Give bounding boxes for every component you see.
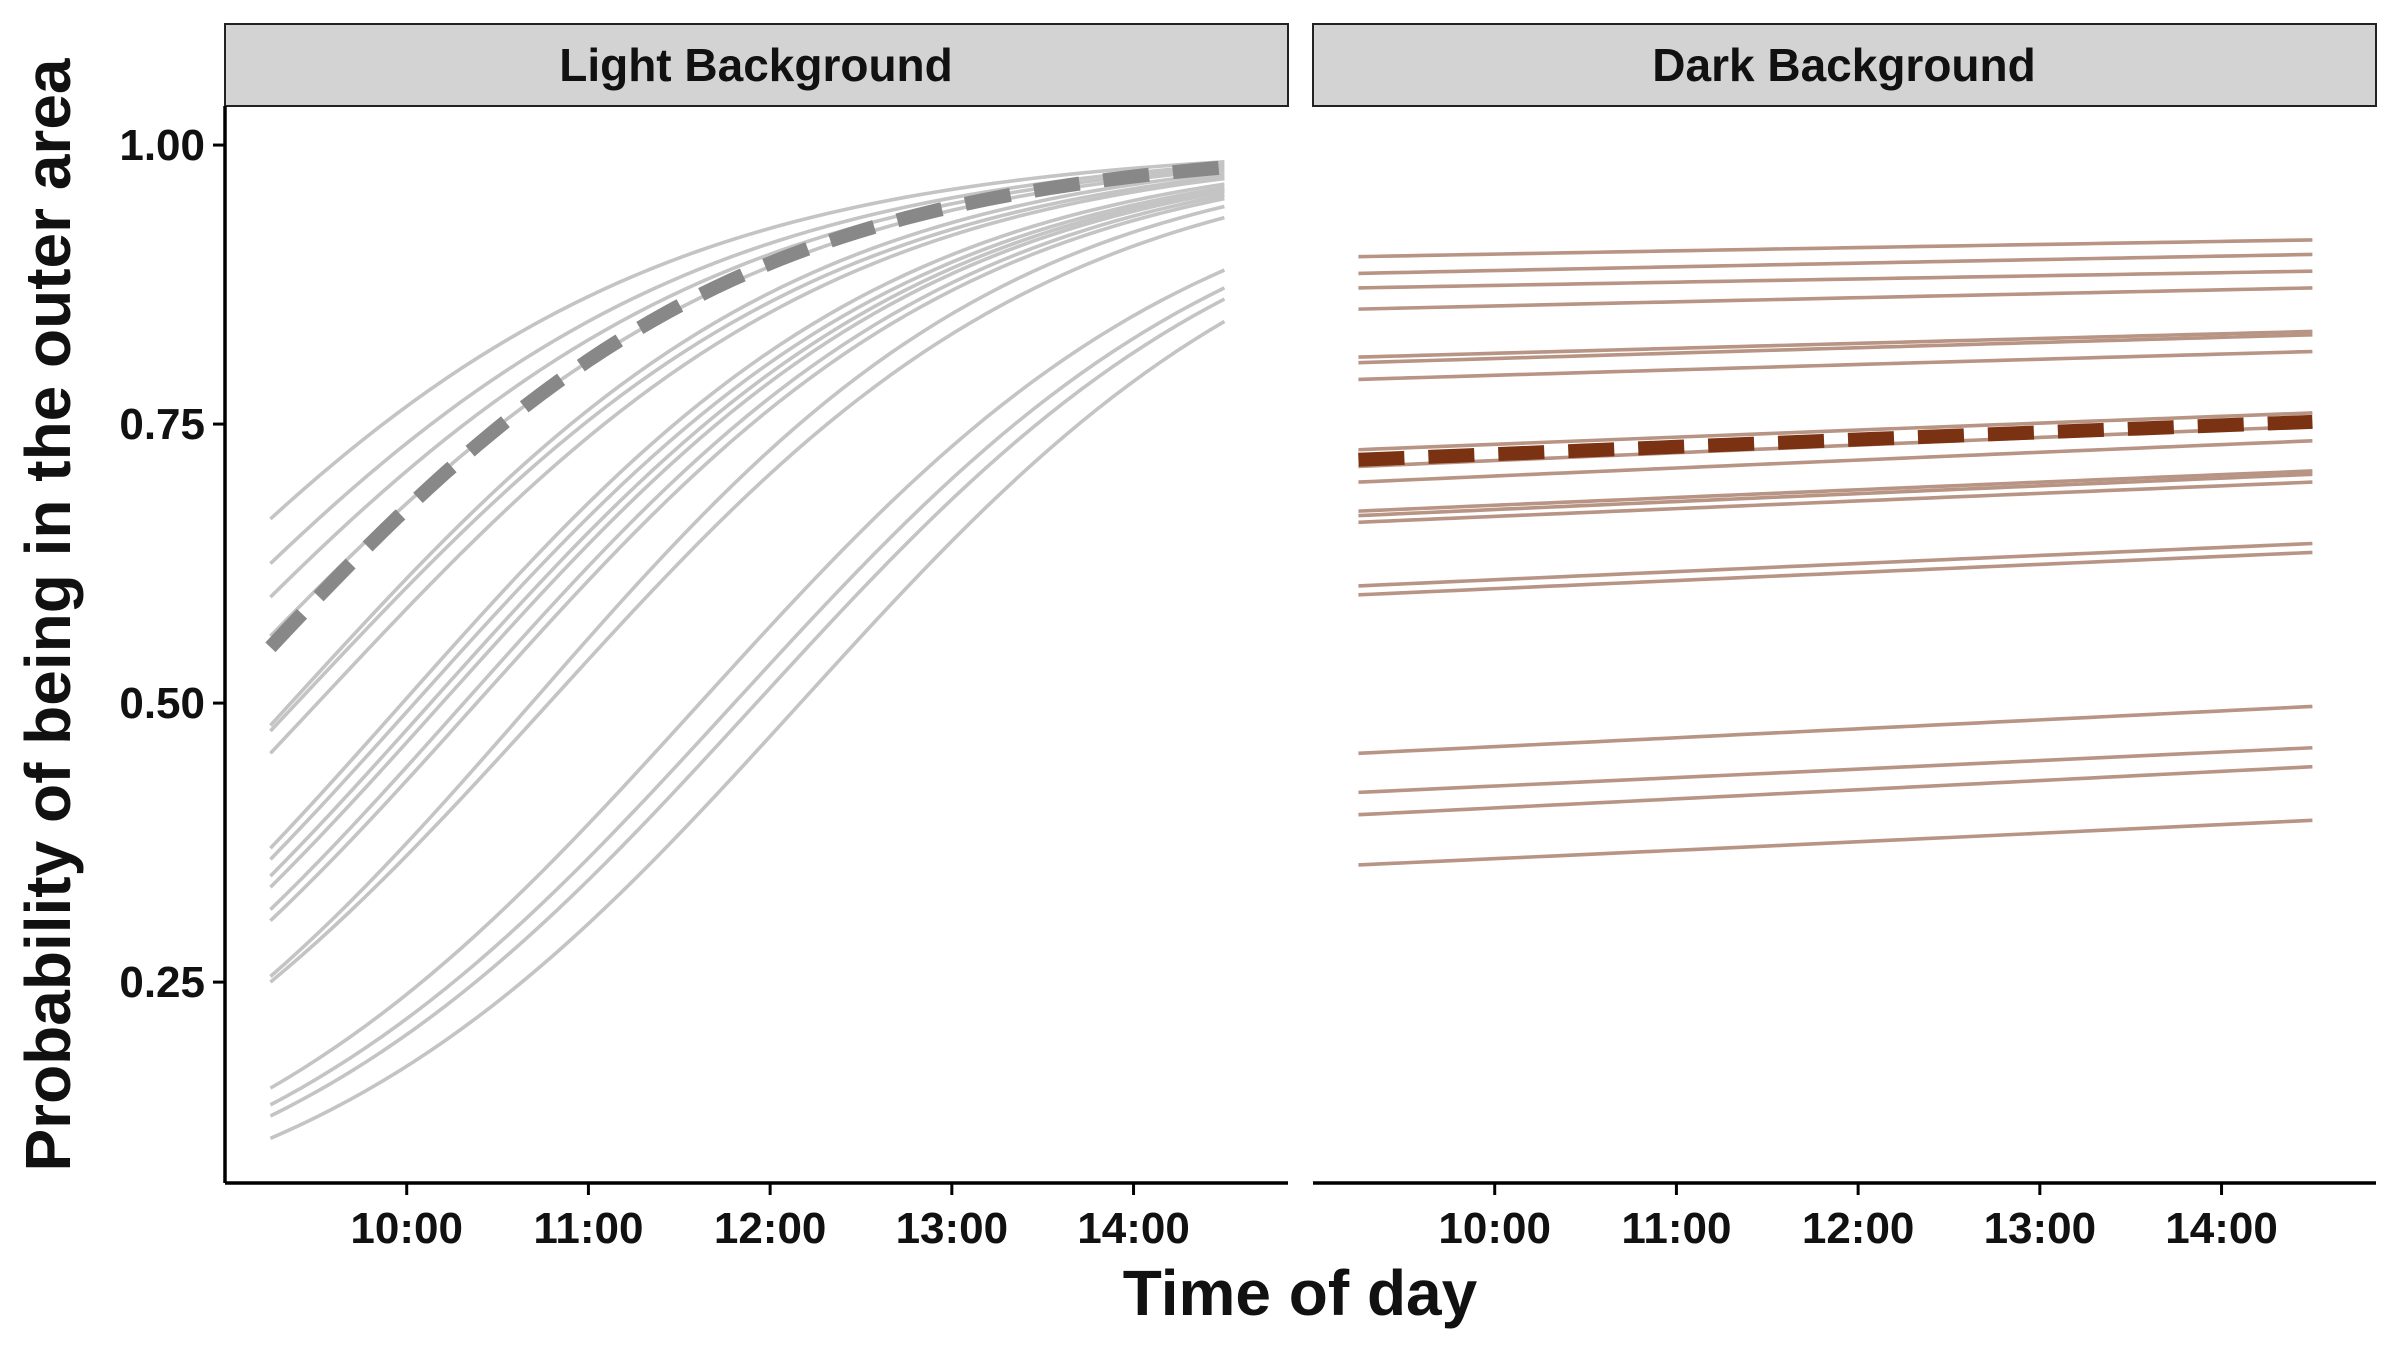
- individual-line-1-7: [1358, 411, 2313, 452]
- individual-line-0-10: [269, 190, 1225, 889]
- individual-line-1-15: [1358, 704, 2313, 756]
- individual-line-0-6: [269, 176, 1225, 755]
- x-tick-label-0-2: 12:00: [714, 1204, 827, 1253]
- individual-line-0-15: [269, 268, 1226, 1090]
- individual-line-0-9: [269, 187, 1225, 878]
- individual-line-0-13: [269, 204, 1225, 978]
- individual-line-0-12: [269, 196, 1225, 923]
- y-tick-label-1: 0.50: [119, 679, 205, 728]
- x-tick-label-0-1: 11:00: [533, 1204, 643, 1253]
- x-tick-label-0-3: 13:00: [896, 1204, 1009, 1253]
- individual-line-0-11: [269, 193, 1225, 911]
- individual-line-1-4: [1358, 329, 2313, 359]
- strip-light-background: [224, 23, 1289, 107]
- individual-line-1-17: [1358, 764, 2313, 817]
- y-tick-label-3: 1.00: [119, 121, 205, 170]
- individual-line-0-4: [269, 171, 1225, 727]
- y-tick-label-0: 0.25: [119, 958, 205, 1007]
- individual-line-0-0: [269, 160, 1225, 521]
- individual-line-0-14: [269, 215, 1225, 984]
- x-tick-label-0-4: 14:00: [1077, 1204, 1190, 1253]
- individual-line-0-17: [269, 297, 1226, 1118]
- panel-light-background: [265, 160, 1226, 1141]
- individual-line-0-7: [269, 182, 1225, 850]
- x-tick-label-1-1: 11:00: [1621, 1204, 1731, 1253]
- panel-dark-background: [1358, 238, 2313, 867]
- individual-line-0-8: [269, 185, 1225, 861]
- individual-line-1-12: [1358, 480, 2313, 525]
- y-tick-label-2: 0.75: [119, 400, 205, 449]
- individual-line-1-6: [1358, 349, 2313, 382]
- individual-line-1-9: [1358, 439, 2313, 484]
- individual-line-1-16: [1358, 745, 2313, 795]
- x-axis-title: Time of day: [1123, 1257, 1478, 1329]
- x-tick-label-1-0: 10:00: [1438, 1204, 1551, 1253]
- x-tick-label-1-3: 13:00: [1984, 1204, 2097, 1253]
- axes: 0.25 0.50 0.75 1.00 10:00 11:00 12:00 13:00 14:0…: [119, 106, 2376, 1253]
- x-tick-label-1-4: 14:00: [2165, 1204, 2278, 1253]
- individual-line-0-18: [269, 319, 1226, 1141]
- individual-line-1-1: [1358, 252, 2313, 276]
- strip-label-light: Light Background: [559, 39, 953, 91]
- individual-line-1-18: [1358, 818, 2313, 867]
- individual-line-1-13: [1358, 541, 2313, 588]
- individual-line-0-5: [269, 174, 1225, 733]
- individual-line-1-0: [1358, 238, 2313, 259]
- individual-line-1-5: [1358, 332, 2313, 365]
- strip-dark-background: [1312, 23, 2377, 107]
- x-tick-label-1-2: 12:00: [1802, 1204, 1915, 1253]
- mean-line-1: [1358, 414, 2313, 467]
- individual-line-1-3: [1358, 286, 2313, 311]
- individual-line-1-10: [1358, 469, 2313, 513]
- strip-label-dark: Dark Background: [1652, 39, 2035, 91]
- individual-line-1-2: [1358, 269, 2313, 290]
- individual-line-1-11: [1358, 472, 2313, 518]
- individual-line-0-16: [269, 286, 1226, 1107]
- x-tick-label-0-0: 10:00: [350, 1204, 463, 1253]
- y-axis-title: Probability of being in the outer area: [12, 58, 84, 1171]
- mean-line-0: [265, 160, 1226, 653]
- individual-line-1-14: [1358, 550, 2313, 597]
